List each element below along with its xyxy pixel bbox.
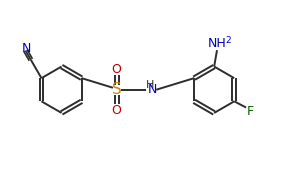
Text: H: H xyxy=(146,80,154,90)
Text: N: N xyxy=(22,42,31,55)
Text: O: O xyxy=(111,104,121,117)
Text: S: S xyxy=(112,82,121,97)
Text: 2: 2 xyxy=(225,36,230,45)
Text: NH: NH xyxy=(208,37,227,50)
Text: N: N xyxy=(147,83,157,96)
Text: O: O xyxy=(111,63,121,76)
Text: F: F xyxy=(247,105,254,118)
